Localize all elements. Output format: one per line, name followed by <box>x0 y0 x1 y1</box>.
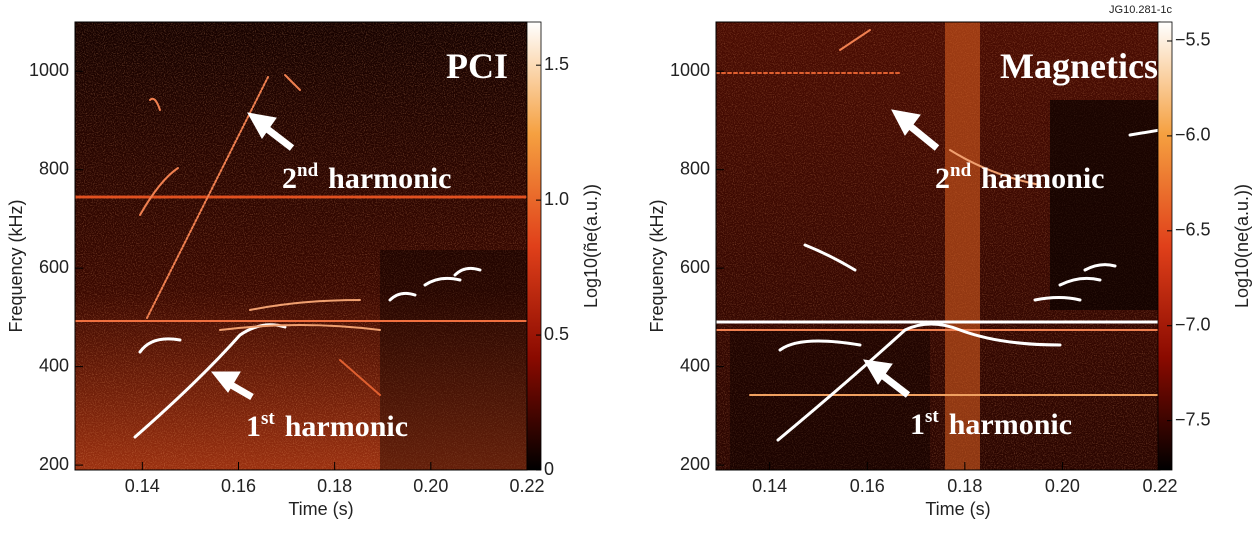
colorbar-tick-label: 1.5 <box>544 54 569 74</box>
y-tick-label: 800 <box>680 158 710 178</box>
annotation: Magnetics <box>1000 46 1158 86</box>
x-tick-label: 0.18 <box>317 476 352 496</box>
y-tick-label: 600 <box>680 257 710 277</box>
colorbar <box>1157 21 1173 471</box>
annotation: PCI <box>446 46 508 86</box>
x-axis-label: Time (s) <box>925 499 990 519</box>
colorbar-tick-label: −6.5 <box>1175 220 1211 240</box>
y-tick-label: 1000 <box>670 60 710 80</box>
annotation-text: harmonic <box>328 162 451 195</box>
annotation: 1st harmonic <box>246 408 408 443</box>
spectrogram-image <box>75 22 527 470</box>
colorbar-tick-label: 0.5 <box>544 324 569 344</box>
colorbar <box>526 21 542 471</box>
annotation-text: harmonic <box>285 410 408 443</box>
annotation-text: PCI <box>446 46 508 86</box>
annotation-text: 2 <box>935 162 950 195</box>
arrow <box>210 109 940 401</box>
y-tick-label: 200 <box>680 454 710 474</box>
x-tick-label: 0.16 <box>850 476 885 496</box>
annotation-text: harmonic <box>981 162 1104 195</box>
y-axis-label: Frequency (kHz) <box>6 199 26 332</box>
annotation-superscript: st <box>925 406 939 427</box>
annotation: 1st harmonic <box>910 406 1072 441</box>
spectrogram-image <box>716 22 1160 470</box>
annotation-text: 1 <box>246 410 261 443</box>
x-tick-label: 0.16 <box>221 476 256 496</box>
annotation-text: 1 <box>910 408 925 441</box>
annotation-superscript: st <box>261 408 275 429</box>
x-tick-label: 0.20 <box>1045 476 1080 496</box>
annotation-text: harmonic <box>949 408 1072 441</box>
x-tick-label: 0.20 <box>413 476 448 496</box>
x-tick-label: 0.22 <box>509 476 544 496</box>
y-tick-label: 1000 <box>29 60 69 80</box>
x-tick-label: 0.14 <box>125 476 160 496</box>
colorbar-label: Log10(ne(a.u.)) <box>1232 184 1252 308</box>
colorbar-tick-label: −6.0 <box>1175 125 1211 145</box>
y-tick-label: 800 <box>39 158 69 178</box>
colorbar-tick-label: 0 <box>544 459 554 479</box>
colorbar-tick-label: −5.5 <box>1175 30 1211 50</box>
colorbar-tick-label: −7.5 <box>1175 409 1211 429</box>
x-tick-label: 0.18 <box>947 476 982 496</box>
colorbar-tick-label: 1.0 <box>544 189 569 209</box>
colorbar-tick-label: −7.0 <box>1175 314 1211 334</box>
x-tick-label: 0.14 <box>752 476 787 496</box>
annotation: 2nd harmonic <box>282 160 451 195</box>
annotation-superscript: nd <box>950 160 972 181</box>
annotation-superscript: nd <box>297 160 319 181</box>
y-tick-label: 400 <box>680 355 710 375</box>
y-tick-label: 200 <box>39 454 69 474</box>
annotation-text: 2 <box>282 162 297 195</box>
colorbar-label: Log10(ñe(a.u.)) <box>581 184 601 308</box>
y-tick-label: 600 <box>39 257 69 277</box>
x-tick-label: 0.22 <box>1142 476 1177 496</box>
y-tick-label: 400 <box>39 355 69 375</box>
y-axis-label: Frequency (kHz) <box>647 199 667 332</box>
annotation: 2nd harmonic <box>935 160 1104 195</box>
annotation-text: Magnetics <box>1000 46 1158 86</box>
figure-label: JG10.281-1c <box>1109 4 1172 16</box>
x-axis-label: Time (s) <box>288 499 353 519</box>
